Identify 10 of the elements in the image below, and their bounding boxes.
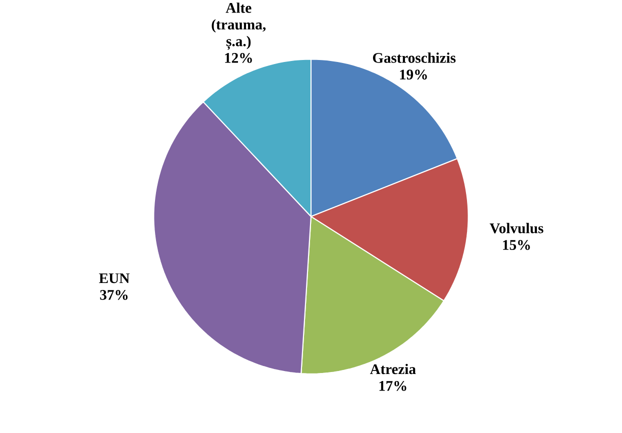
data-label: 17% — [379, 380, 406, 391]
data-label: 19% — [400, 70, 427, 80]
slice-label: Alte (trauma, ș.a.) — [212, 2, 266, 50]
data-label: 15% — [503, 240, 530, 250]
slice-label: Volvulus — [490, 222, 544, 234]
slice-label: EUN — [99, 273, 130, 284]
data-label: 12% — [225, 52, 252, 63]
slice-label: Atrezia — [370, 364, 416, 374]
slice-label: Gastroschizis — [372, 52, 456, 63]
data-label: 37% — [100, 290, 128, 300]
